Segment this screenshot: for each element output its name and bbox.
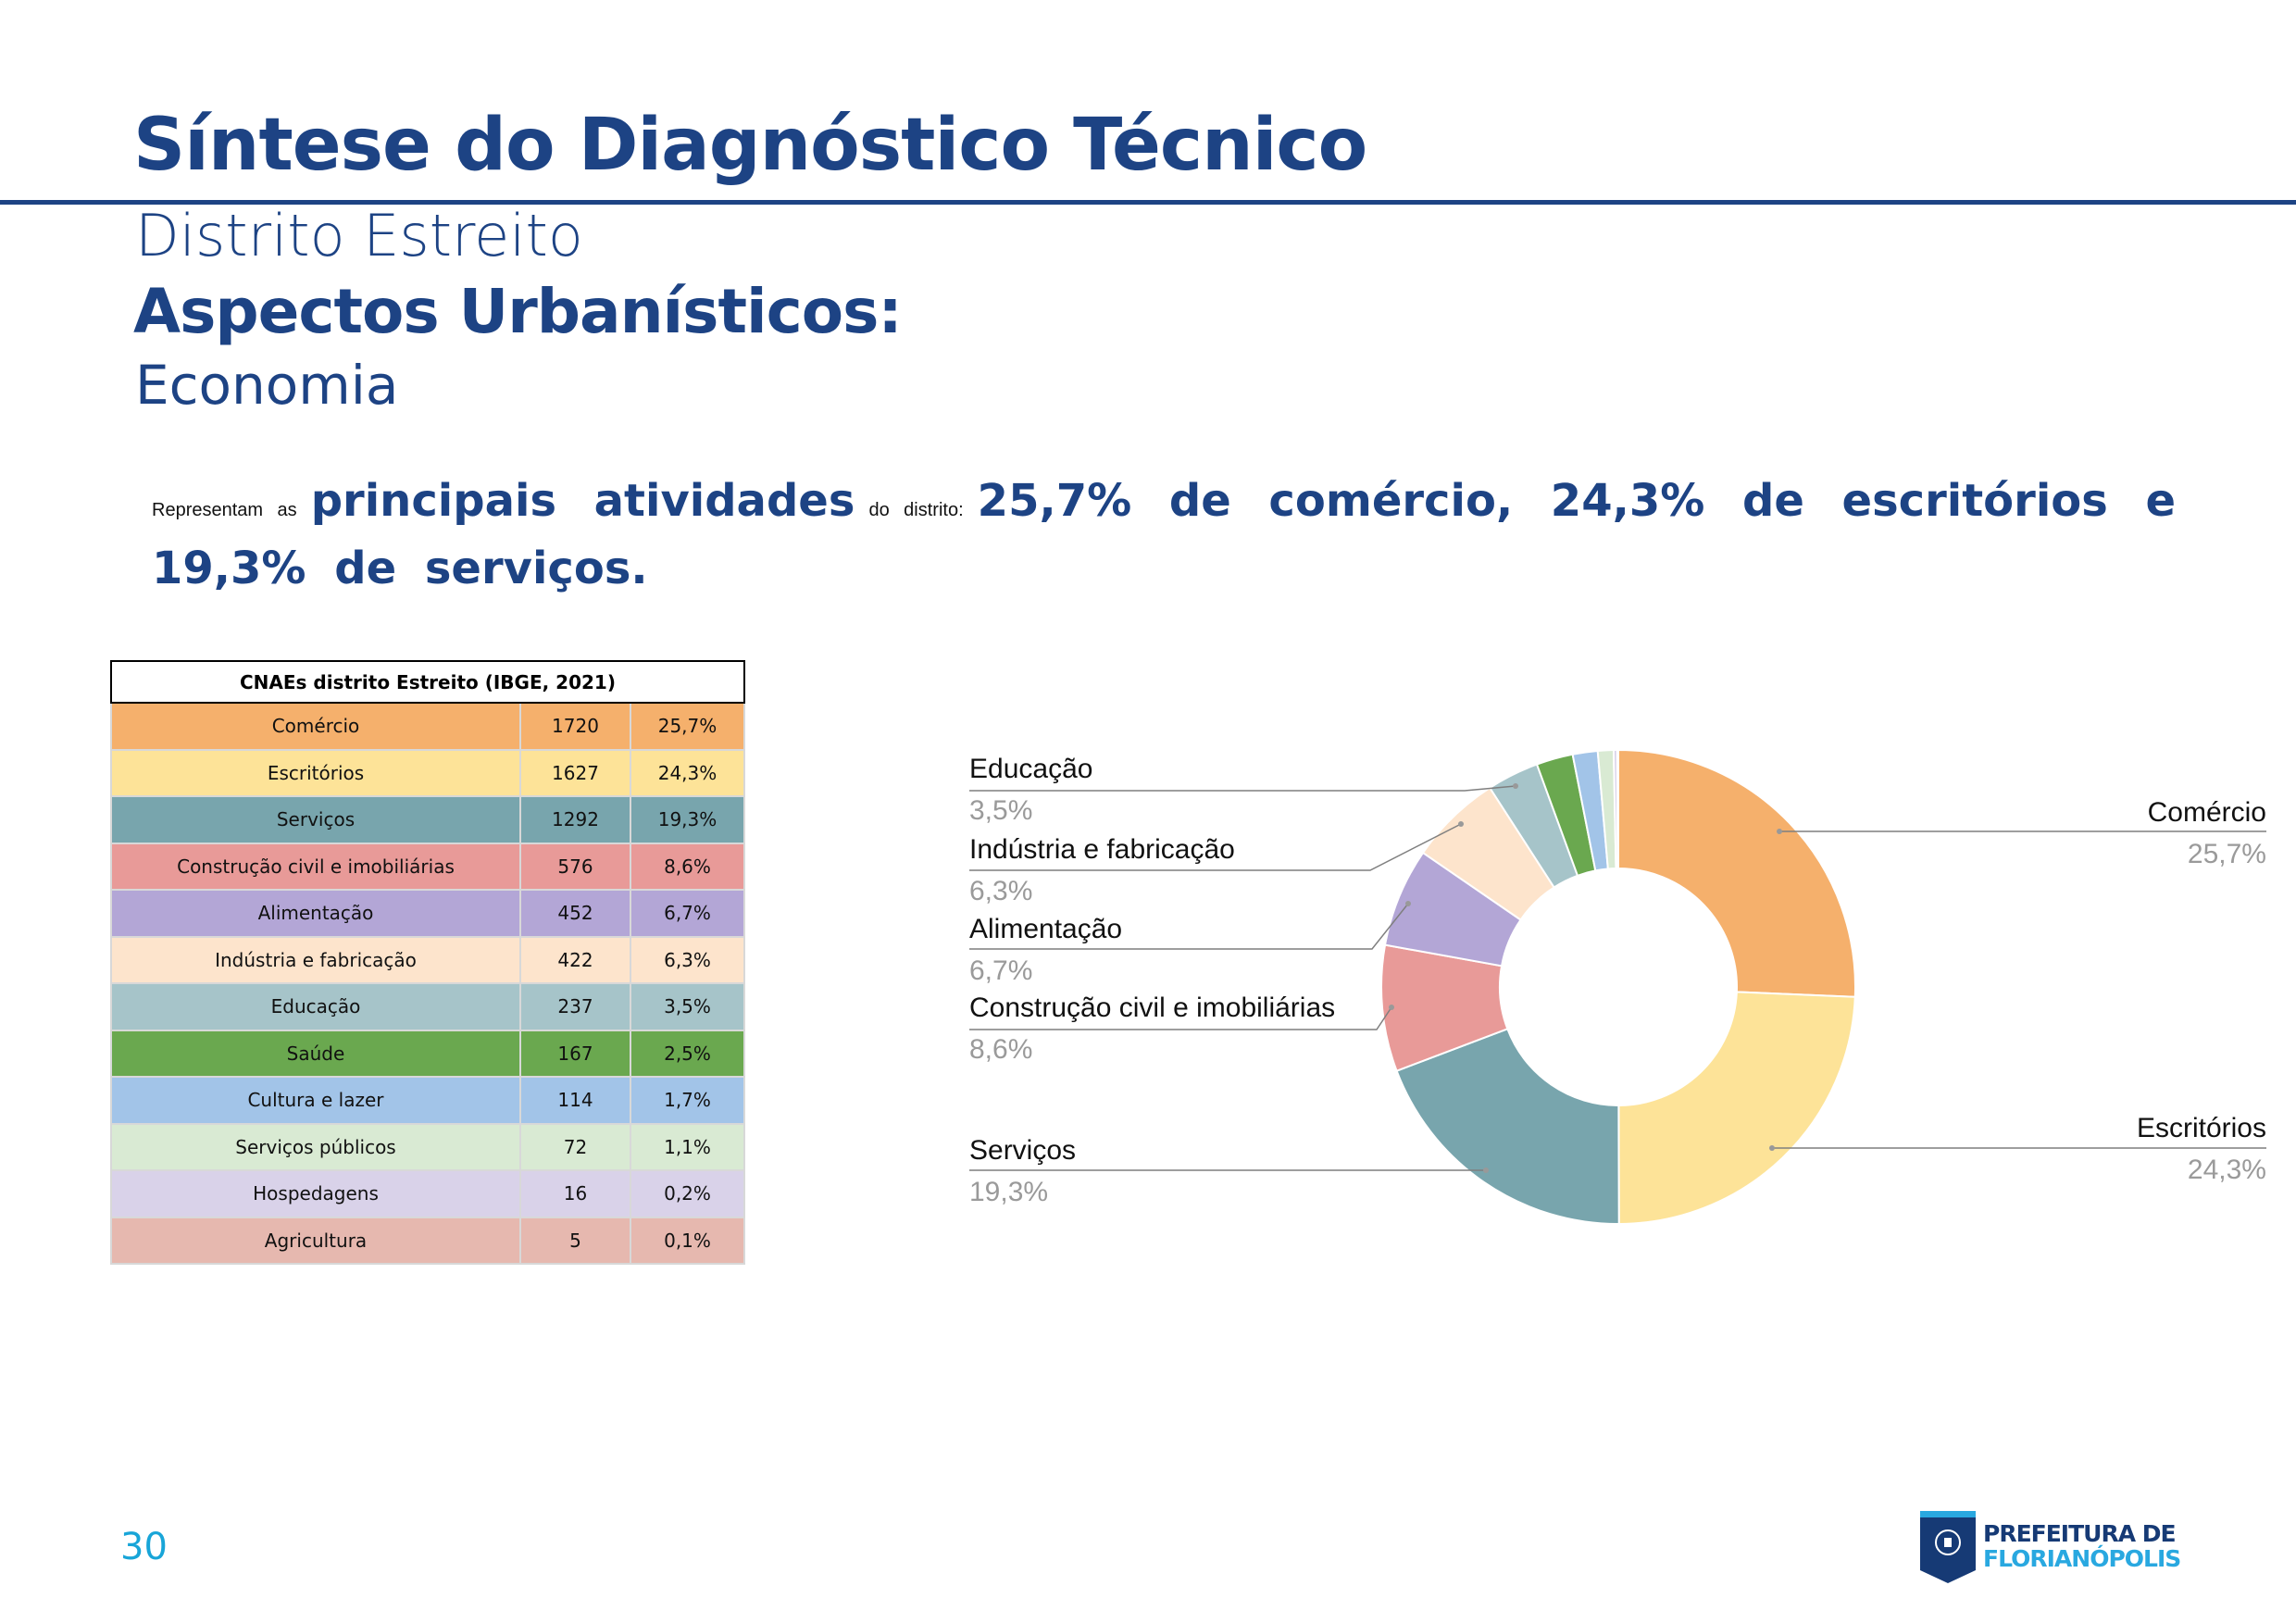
page-number: 30 (120, 1526, 168, 1568)
row-count: 167 (519, 1029, 631, 1078)
leader-dot (1777, 829, 1782, 834)
leader-dot (1389, 1005, 1394, 1010)
summary-text: Representam as principais atividades do … (152, 472, 2176, 607)
donut-slice-2 (1395, 1028, 1620, 1226)
table-row: Indústria e fabricação 422 6,3% (110, 935, 745, 984)
page-title: Síntese do Diagnóstico Técnico (133, 104, 1367, 187)
table-row: Cultura e lazer 114 1,7% (110, 1076, 745, 1125)
table-row: Comércio 1720 25,7% (110, 702, 745, 751)
row-percent: 3,5% (630, 982, 745, 1031)
leader-line (969, 785, 1516, 792)
table-row: Saúde 167 2,5% (110, 1029, 745, 1078)
district-subtitle: Distrito Estreito (135, 202, 583, 269)
row-percent: 6,7% (630, 889, 745, 938)
data-label-name: Alimentação (969, 914, 1122, 944)
row-label: Serviços (110, 795, 521, 844)
row-label: Indústria e fabricação (110, 935, 521, 984)
table-row: Alimentação 452 6,7% (110, 889, 745, 938)
row-label: Cultura e lazer (110, 1076, 521, 1125)
leader-dot (1483, 1167, 1489, 1173)
data-label-percent: 25,7% (2188, 839, 2266, 869)
subsection-heading: Economia (135, 354, 399, 417)
row-count: 1627 (519, 748, 631, 797)
data-label-percent: 8,6% (969, 1034, 1032, 1065)
leader-dot (1513, 783, 1518, 789)
donut-slice-11 (1616, 748, 1619, 870)
table-row: Construção civil e imobiliárias 576 8,6% (110, 842, 745, 891)
row-label: Hospedagens (110, 1169, 521, 1218)
row-percent: 8,6% (630, 842, 745, 891)
row-percent: 6,3% (630, 935, 745, 984)
data-label-percent: 24,3% (2188, 1155, 2266, 1185)
row-percent: 0,1% (630, 1216, 745, 1265)
section-heading: Aspectos Urbanísticos: (133, 276, 903, 347)
data-label-percent: 3,5% (969, 795, 1032, 826)
leader-dot (1405, 901, 1411, 906)
coat-of-arms-icon (1935, 1529, 1961, 1555)
row-label: Saúde (110, 1029, 521, 1078)
row-count: 1292 (519, 795, 631, 844)
table-title: CNAEs distrito Estreito (IBGE, 2021) (110, 660, 745, 704)
data-label-percent: 6,3% (969, 876, 1032, 906)
row-count: 5 (519, 1216, 631, 1265)
row-count: 422 (519, 935, 631, 984)
data-label-name: Serviços (969, 1135, 1076, 1166)
row-label: Comércio (110, 702, 521, 751)
table-row: Hospedagens 16 0,2% (110, 1169, 745, 1218)
donut-slice-1 (1617, 991, 1856, 1226)
cnae-table: CNAEs distrito Estreito (IBGE, 2021) Com… (110, 660, 745, 1265)
row-count: 452 (519, 889, 631, 938)
title-divider (0, 200, 2296, 205)
row-percent: 25,7% (630, 702, 745, 751)
summary-part3: do distrito: (868, 500, 964, 520)
logo-line1: PREFEITURA DE (1983, 1520, 2176, 1547)
row-percent: 1,7% (630, 1076, 745, 1125)
table-row: Serviços públicos 72 1,1% (110, 1122, 745, 1171)
summary-part2: principais atividades (310, 475, 855, 527)
table-row: Escritórios 1627 24,3% (110, 748, 745, 797)
row-label: Construção civil e imobiliárias (110, 842, 521, 891)
data-label-name: Construção civil e imobiliárias (969, 993, 1335, 1023)
row-count: 576 (519, 842, 631, 891)
table-row: Educação 237 3,5% (110, 982, 745, 1031)
row-label: Agricultura (110, 1216, 521, 1265)
data-label-name: Comércio (2148, 797, 2266, 828)
data-label-percent: 19,3% (969, 1177, 1048, 1207)
summary-part1: Representam as (152, 500, 297, 520)
data-label-name: Escritórios (2137, 1113, 2266, 1143)
row-count: 237 (519, 982, 631, 1031)
row-count: 72 (519, 1122, 631, 1171)
row-percent: 19,3% (630, 795, 745, 844)
prefeitura-logo: PREFEITURA DE FLORIANÓPOLIS (1920, 1511, 2181, 1583)
row-count: 1720 (519, 702, 631, 751)
row-percent: 0,2% (630, 1169, 745, 1218)
leader-dot (1458, 821, 1464, 827)
logo-line2: FLORIANÓPOLIS (1983, 1544, 2180, 1572)
row-percent: 2,5% (630, 1029, 745, 1078)
leader-dot (1769, 1145, 1775, 1151)
leader-line (969, 903, 1409, 950)
data-label-percent: 6,7% (969, 955, 1032, 986)
table-row: Agricultura 5 0,1% (110, 1216, 745, 1265)
row-percent: 1,1% (630, 1122, 745, 1171)
row-count: 16 (519, 1169, 631, 1218)
donut-slice-0 (1617, 748, 1856, 998)
row-count: 114 (519, 1076, 631, 1125)
row-label: Alimentação (110, 889, 521, 938)
data-label-name: Indústria e fabricação (969, 834, 1235, 865)
leader-line (969, 1006, 1392, 1030)
summary-part4: 25,7% de comércio, 24,3% de escritórios … (152, 475, 2177, 594)
row-label: Escritórios (110, 748, 521, 797)
row-label: Serviços públicos (110, 1122, 521, 1171)
data-label-name: Educação (969, 754, 1092, 784)
row-percent: 24,3% (630, 748, 745, 797)
leader-line (969, 823, 1462, 871)
table-row: Serviços 1292 19,3% (110, 795, 745, 844)
row-label: Educação (110, 982, 521, 1031)
